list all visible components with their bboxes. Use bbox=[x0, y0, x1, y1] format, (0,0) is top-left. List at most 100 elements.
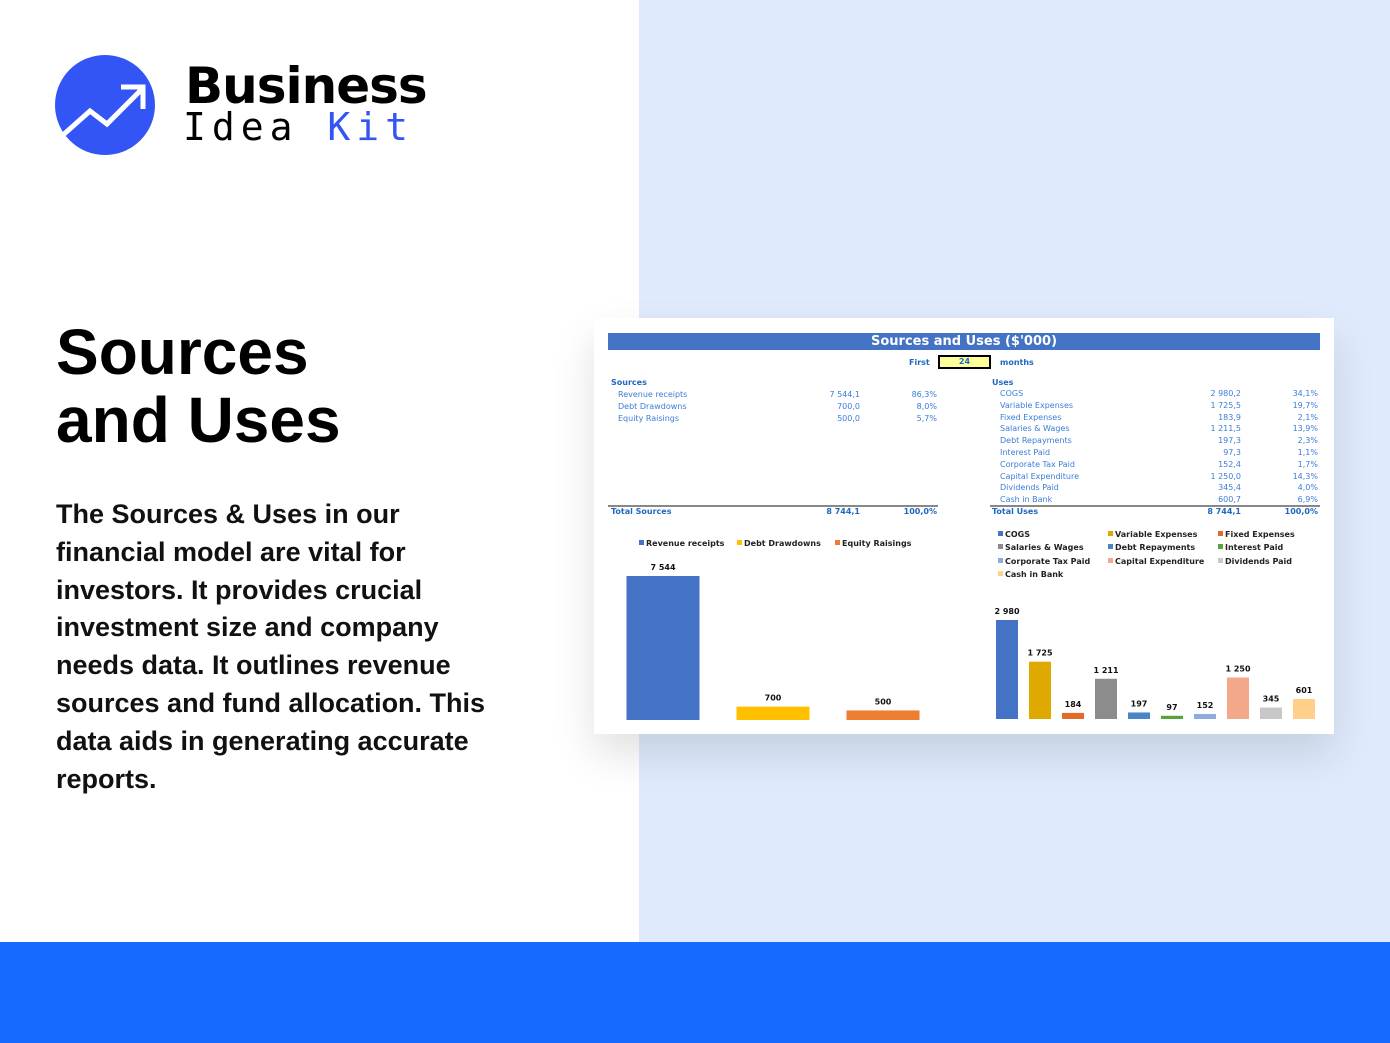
use-row-value: 1 250,0 bbox=[1210, 471, 1241, 481]
period-input[interactable]: 24 bbox=[938, 355, 991, 369]
legend-item: Dividends Paid bbox=[1218, 557, 1292, 566]
use-row-value: 1 211,5 bbox=[1210, 424, 1241, 434]
legend-swatch bbox=[998, 531, 1003, 536]
use-row-label: Fixed Expenses bbox=[1000, 412, 1062, 422]
use-row-value: 152,4 bbox=[1218, 459, 1241, 469]
legend-label: Variable Expenses bbox=[1115, 530, 1198, 539]
data-label: 97 bbox=[1166, 703, 1177, 712]
data-label: 1 250 bbox=[1225, 664, 1250, 673]
use-row-pct: 1,1% bbox=[1297, 448, 1318, 457]
use-row-pct: 2,3% bbox=[1297, 436, 1318, 446]
period-suffix: months bbox=[1000, 358, 1034, 367]
description: The Sources & Uses in our financial mode… bbox=[56, 499, 486, 794]
brand-word-idea: Idea bbox=[183, 105, 299, 149]
use-row-label: COGS bbox=[1000, 389, 1024, 398]
data-label: 500 bbox=[875, 697, 892, 706]
legend-item: Variable Expenses bbox=[1108, 530, 1197, 539]
legend-swatch bbox=[998, 544, 1003, 550]
data-label: 184 bbox=[1065, 700, 1082, 709]
legend-item: Cash in Bank bbox=[998, 570, 1063, 579]
bar bbox=[1095, 678, 1117, 719]
legend-swatch bbox=[835, 540, 840, 545]
use-row-pct: 4,0% bbox=[1297, 483, 1318, 493]
legend-label: Debt Drawdowns bbox=[744, 539, 821, 548]
legend-label: Fixed Expenses bbox=[1225, 530, 1295, 539]
period-prefix: First bbox=[909, 358, 930, 367]
bar bbox=[1293, 699, 1315, 719]
use-row-value: 197,3 bbox=[1218, 436, 1241, 446]
title-line1: Sources bbox=[56, 316, 309, 388]
total-uses-pct: 100,0% bbox=[1284, 507, 1318, 516]
legend-label: Debt Repayments bbox=[1115, 543, 1196, 553]
use-row-pct: 14,3% bbox=[1292, 471, 1318, 481]
data-label: 152 bbox=[1197, 701, 1214, 710]
total-uses-value: 8 744,1 bbox=[1207, 507, 1241, 516]
source-row-value: 500,0 bbox=[837, 413, 860, 423]
uses-header: Uses bbox=[992, 378, 1014, 387]
use-row-label: Variable Expenses bbox=[1000, 400, 1074, 410]
source-row-label: Debt Drawdowns bbox=[618, 401, 687, 411]
legend-swatch bbox=[1218, 531, 1223, 536]
data-label: 1 725 bbox=[1027, 649, 1052, 658]
total-sources-label: Total Sources bbox=[611, 507, 672, 516]
legend-swatch bbox=[998, 570, 1003, 576]
data-label: 7 544 bbox=[650, 563, 675, 572]
legend-item: Salaries & Wages bbox=[998, 543, 1084, 552]
legend-label: Revenue receipts bbox=[646, 539, 725, 548]
legend-swatch bbox=[1218, 544, 1223, 550]
source-row-value: 700,0 bbox=[837, 401, 860, 411]
trend-arrow-icon bbox=[55, 55, 155, 155]
title-line2: and Uses bbox=[56, 384, 341, 456]
brand-logo: Business Idea Kit bbox=[55, 55, 435, 157]
bar bbox=[1128, 712, 1150, 719]
legend-label: Corporate Tax Paid bbox=[1005, 556, 1091, 566]
bar bbox=[626, 576, 700, 720]
legend-item: Corporate Tax Paid bbox=[998, 557, 1090, 566]
source-row-pct: 86,3% bbox=[911, 390, 937, 399]
bar bbox=[1194, 713, 1216, 719]
source-row-label: Equity Raisings bbox=[618, 413, 680, 423]
legend-swatch bbox=[1108, 531, 1113, 536]
sources-header: Sources bbox=[611, 378, 647, 387]
use-row-label: Cash in Bank bbox=[1000, 495, 1053, 505]
legend-swatch bbox=[639, 540, 644, 545]
data-label: 601 bbox=[1296, 686, 1313, 695]
legend-swatch bbox=[998, 557, 1003, 563]
legend-label: Cash in Bank bbox=[1005, 569, 1064, 579]
legend-label: Equity Raisings bbox=[842, 539, 912, 548]
bar bbox=[1029, 661, 1051, 719]
use-row-label: Corporate Tax Paid bbox=[1000, 459, 1075, 469]
data-label: 2 980 bbox=[994, 607, 1019, 616]
bar bbox=[996, 620, 1018, 719]
total-uses-label: Total Uses bbox=[992, 507, 1039, 516]
legend-label: Salaries & Wages bbox=[1005, 543, 1084, 553]
data-label: 700 bbox=[765, 694, 782, 703]
bar bbox=[1260, 707, 1282, 719]
bar-charts: 7 544 700 500 2 980 1 725 184 1 211 197 97 152 1 2… bbox=[626, 563, 1315, 720]
use-row-value: 600,7 bbox=[1218, 495, 1241, 505]
use-row-pct: 6,9% bbox=[1297, 495, 1318, 505]
source-row-value: 7 544,1 bbox=[829, 390, 860, 399]
legend-swatch bbox=[1218, 557, 1223, 563]
legend-item: Debt Drawdowns bbox=[737, 539, 821, 548]
legend-item: COGS bbox=[998, 530, 1030, 539]
bar bbox=[846, 710, 920, 720]
legend-swatch bbox=[737, 540, 742, 545]
brand-name-line1: Business bbox=[185, 57, 428, 115]
legend-label: Dividends Paid bbox=[1225, 556, 1292, 566]
total-sources-pct: 100,0% bbox=[903, 507, 937, 516]
bar bbox=[1161, 715, 1183, 719]
spreadsheet-preview: Sources and Uses ($'000) First 24 months… bbox=[594, 318, 1334, 734]
use-row-value: 345,4 bbox=[1218, 483, 1241, 493]
data-label: 1 211 bbox=[1093, 666, 1118, 675]
legend-label: Interest Paid bbox=[1225, 543, 1284, 553]
total-sources-value: 8 744,1 bbox=[826, 507, 860, 516]
use-row-label: Capital Expenditure bbox=[1000, 471, 1079, 481]
data-label: 197 bbox=[1131, 699, 1148, 708]
legend-item: Equity Raisings bbox=[835, 539, 911, 548]
bar bbox=[1227, 677, 1249, 719]
bar bbox=[1062, 712, 1084, 719]
sheet-title: Sources and Uses ($'000) bbox=[608, 333, 1320, 350]
use-row-pct: 1,7% bbox=[1297, 459, 1318, 469]
use-row-value: 1 725,5 bbox=[1210, 400, 1241, 410]
